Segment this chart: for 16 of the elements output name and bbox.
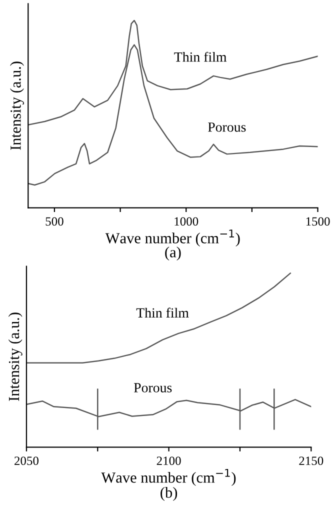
text: (a) — [165, 246, 181, 260]
x-tick-label: 1500 — [306, 217, 330, 226]
text: (b) — [160, 487, 178, 501]
x-tick-label: 2100 — [156, 456, 181, 466]
x-tick-label: 500 — [46, 217, 64, 226]
series-label: Thin film — [174, 52, 227, 62]
x-tick-label: 2050 — [14, 456, 39, 466]
x-axis-title: Wave number (cm$^{−1}$) — [105, 230, 240, 246]
x-axis-title: Wave number (cm$^{−1}$) — [101, 468, 236, 486]
series-label: Porous — [134, 383, 172, 392]
series-label: Thin film — [136, 308, 189, 318]
x-tick-label: 2150 — [299, 456, 324, 466]
y-axis-title: Intensity (a.u.) — [8, 312, 22, 401]
x-tick-label: 1000 — [174, 217, 198, 226]
series-label: Porous — [208, 122, 246, 132]
y-axis-title: Intensity (a.u.) — [10, 62, 24, 150]
